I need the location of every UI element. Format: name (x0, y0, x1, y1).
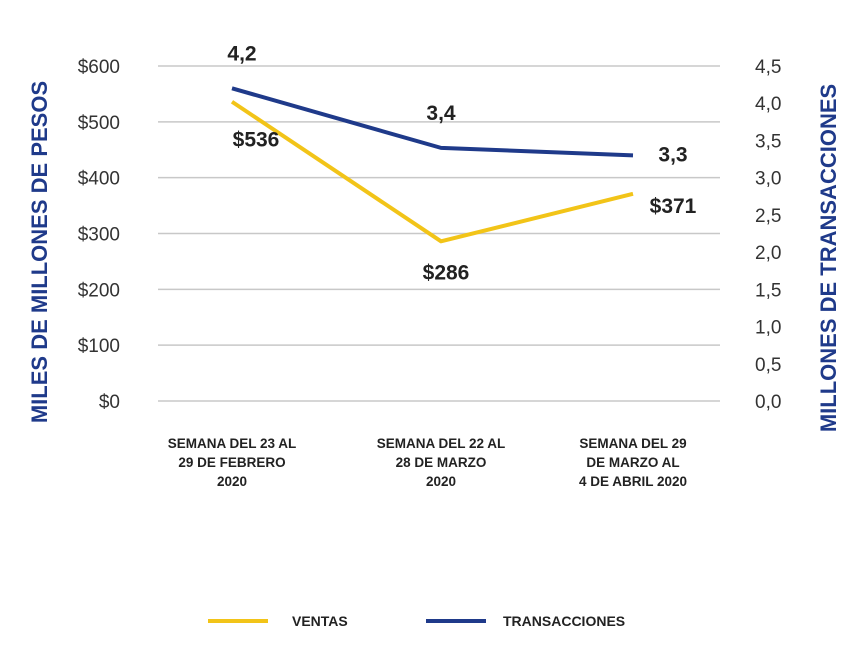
right-axis-title: MILLONES DE TRANSACCIONES (816, 84, 841, 432)
data-label-ventas: $371 (650, 195, 697, 218)
left-axis-title: MILES DE MILLONES DE PESOS (27, 81, 52, 423)
category-label: SEMANA DEL 22 AL 28 DE MARZO 2020 (377, 436, 506, 489)
series-line-ventas (230, 100, 634, 244)
left-tick-label: $0 (99, 392, 120, 413)
left-tick-label: $100 (78, 336, 120, 357)
left-axis: $0 $100 $200 $300 $400 $500 $600 (78, 57, 120, 413)
right-tick-label: 3,5 (755, 131, 781, 152)
right-axis: 0,0 0,5 1,0 1,5 2,0 2,5 3,0 3,5 4,0 4,5 (755, 57, 781, 413)
category-label: SEMANA DEL 23 AL 29 DE FEBRERO 2020 (168, 436, 297, 489)
data-label-transacciones: 3,3 (658, 143, 687, 166)
legend: VENTAS TRANSACCIONES (208, 613, 625, 629)
data-label-transacciones: 3,4 (426, 102, 456, 125)
left-tick-label: $300 (78, 225, 120, 246)
legend-label-ventas: VENTAS (292, 613, 348, 629)
series-line-transacciones (231, 86, 634, 158)
legend-label-transacciones: TRANSACCIONES (503, 613, 625, 629)
left-tick-label: $600 (78, 57, 120, 78)
right-tick-label: 2,0 (755, 243, 781, 264)
series-lines (230, 86, 634, 244)
right-tick-label: 3,0 (755, 169, 781, 190)
left-tick-label: $200 (78, 280, 120, 301)
category-label: SEMANA DEL 29 DE MARZO AL 4 DE ABRIL 2020 (579, 436, 687, 489)
right-tick-label: 4,5 (755, 57, 781, 78)
right-tick-label: 1,5 (755, 280, 781, 301)
category-labels: SEMANA DEL 23 AL 29 DE FEBRERO 2020 SEMANA … (168, 436, 687, 489)
data-label-ventas: $536 (233, 129, 280, 152)
right-tick-label: 2,5 (755, 206, 781, 227)
right-tick-label: 4,0 (755, 94, 781, 115)
right-tick-label: 1,0 (755, 318, 781, 339)
data-label-ventas: $286 (423, 261, 470, 284)
right-tick-label: 0,0 (755, 392, 781, 413)
data-labels: $536 $286 $371 4,2 3,4 3,3 (227, 42, 696, 284)
left-tick-label: $500 (78, 113, 120, 134)
left-tick-label: $400 (78, 169, 120, 190)
gridlines (158, 65, 720, 402)
data-label-transacciones: 4,2 (227, 42, 256, 65)
right-tick-label: 0,5 (755, 355, 781, 376)
